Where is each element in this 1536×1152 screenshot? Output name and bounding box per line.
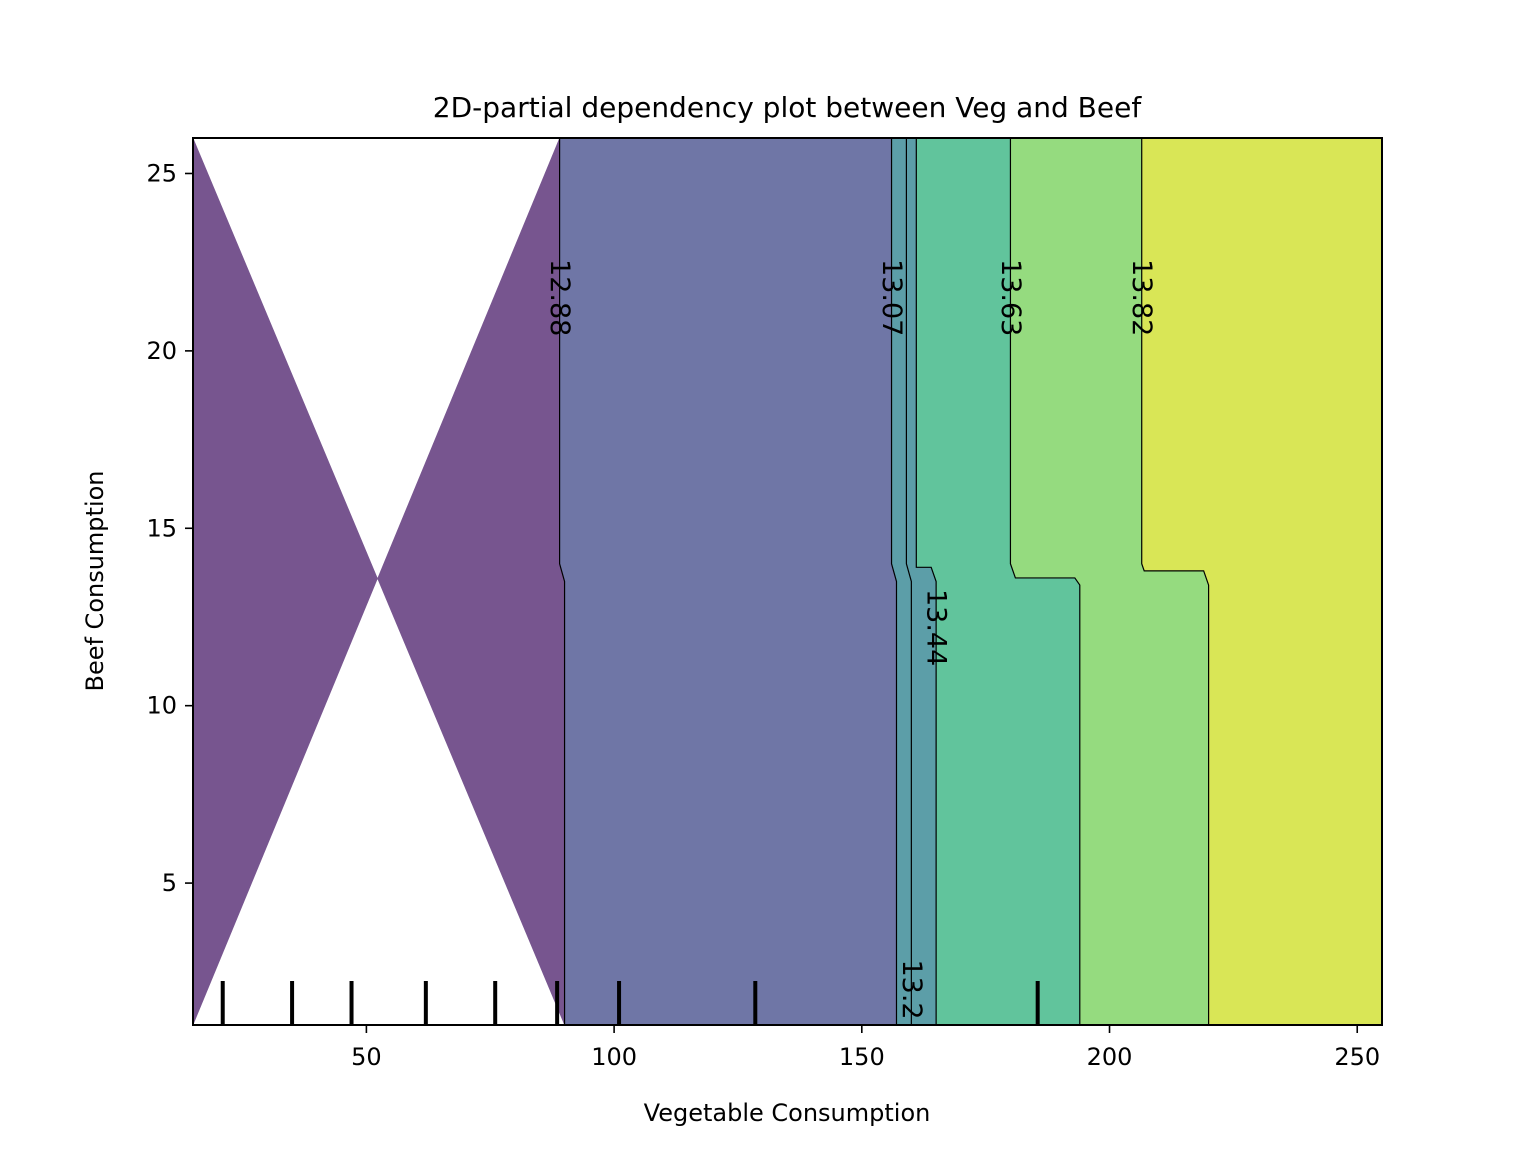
x-tick-label-250: 250 bbox=[1334, 1043, 1380, 1071]
contour-label-13.07: 13.07 bbox=[876, 259, 907, 336]
contour-line-13.07 bbox=[890, 138, 898, 1025]
contour-label-13.2: 13.2 bbox=[896, 959, 927, 1019]
contour-region-0 bbox=[192, 137, 565, 1026]
contour-labels: 12.88 13.07 13.2 13.44 13.63 13.82 bbox=[544, 259, 1157, 1020]
x-tick-label-200: 200 bbox=[1087, 1043, 1133, 1071]
contour-region-1 bbox=[559, 137, 897, 1026]
y-tick-label-5: 5 bbox=[162, 869, 177, 897]
contour-label-13.82: 13.82 bbox=[1126, 259, 1157, 336]
contour-line-13.2 bbox=[905, 138, 912, 1025]
contour-line-13.82 bbox=[1141, 138, 1210, 1025]
y-tick-label-10: 10 bbox=[146, 692, 177, 720]
y-tick-label-20: 20 bbox=[146, 337, 177, 365]
plot-frame bbox=[192, 137, 1383, 1026]
x-tick-label-50: 50 bbox=[351, 1043, 382, 1071]
y-tick-label-15: 15 bbox=[146, 514, 177, 542]
contour-label-12.88: 12.88 bbox=[544, 259, 575, 336]
y-axis-label: Beef Consumption bbox=[81, 470, 109, 691]
x-tick-label-100: 100 bbox=[591, 1043, 637, 1071]
contour-line-13.63 bbox=[1009, 138, 1081, 1025]
contour-label-13.44: 13.44 bbox=[921, 589, 952, 666]
contour-line-13.44 bbox=[915, 138, 937, 1025]
contour-regions bbox=[192, 137, 1383, 1026]
x-axis-ticks: 50 100 150 200 250 bbox=[351, 1025, 1380, 1071]
x-axis-label: Vegetable Consumption bbox=[644, 1099, 931, 1127]
contour-lines bbox=[559, 138, 1210, 1025]
rug-marks bbox=[220, 981, 1040, 1025]
contour-line-12.88 bbox=[559, 138, 566, 1025]
y-tick-label-25: 25 bbox=[146, 159, 177, 187]
chart-title: 2D-partial dependency plot between Veg a… bbox=[433, 91, 1143, 124]
y-axis-ticks: 5 10 15 20 25 bbox=[146, 159, 193, 897]
contour-label-13.63: 13.63 bbox=[995, 259, 1026, 336]
x-tick-label-150: 150 bbox=[839, 1043, 885, 1071]
